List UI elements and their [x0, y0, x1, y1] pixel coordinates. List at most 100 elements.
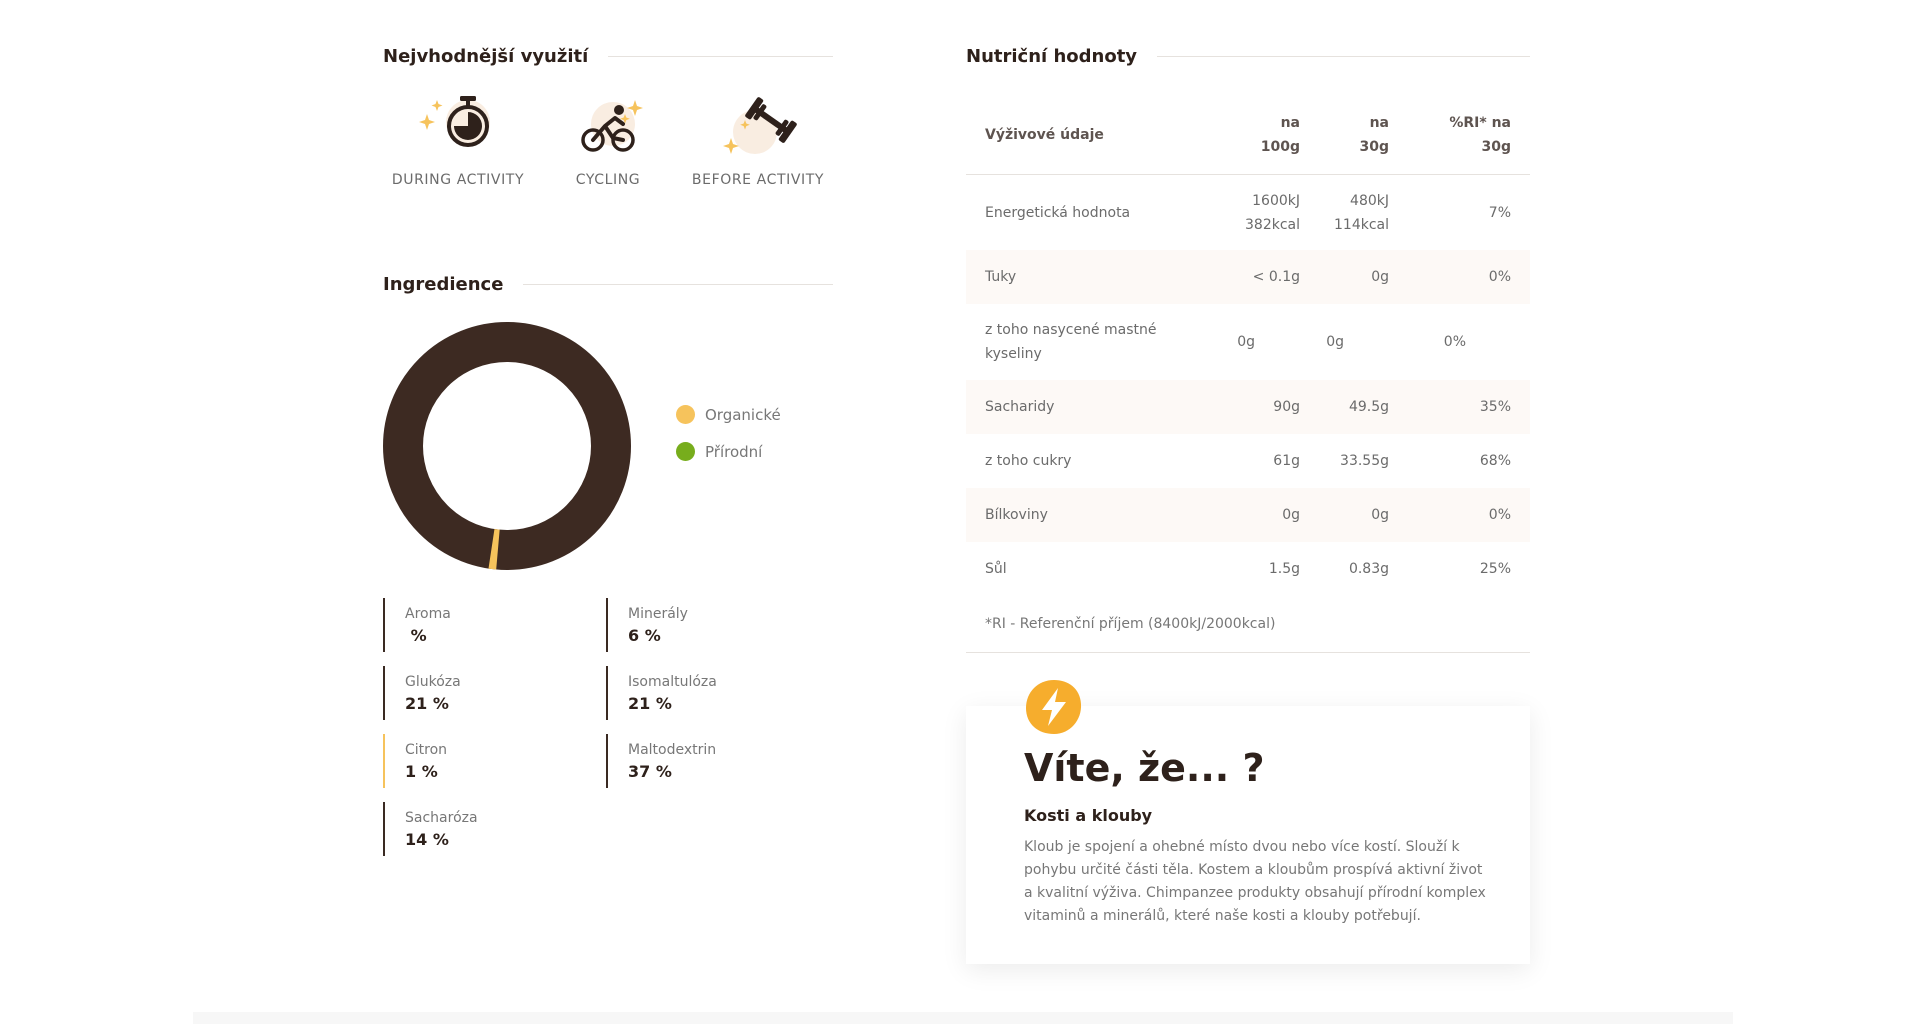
ingredient-item-isomaltuloza: Isomaltulóza 21 %	[606, 666, 829, 720]
ingredient-name: Aroma	[405, 605, 451, 622]
value-per-100g: 0g	[1237, 334, 1255, 350]
ingredient-name: Isomaltulóza	[628, 673, 717, 690]
usage-item-cycling: CYCLING	[533, 90, 683, 188]
value-ri: 25%	[1479, 561, 1511, 577]
usage-section-title: Nejvhodnější využití	[383, 46, 833, 67]
value-per-30g: 49.5g	[1348, 399, 1389, 415]
usage-item-during-activity: DURING ACTIVITY	[383, 90, 533, 188]
table-row: z toho nasycené mastné kyseliny 0g 0g 0%	[966, 304, 1530, 380]
nutrient-name: Bílkoviny	[985, 507, 1048, 523]
table-header-row: Výživové údaje na 100g na 30g %RI* na 30…	[966, 96, 1530, 175]
legend-label: Organické	[705, 405, 781, 424]
ingredient-percent: 6 %	[628, 625, 661, 645]
nutrient-name: z toho cukry	[985, 453, 1072, 469]
value-per-30g: 0.83g	[1348, 561, 1389, 577]
header-text: na	[1369, 115, 1389, 131]
donut-segment-accent	[383, 322, 631, 570]
value-per-100g: < 0.1g	[1252, 269, 1300, 285]
stopwatch-icon	[413, 90, 503, 166]
heading-rule	[608, 56, 833, 57]
value-text: 382kcal	[1245, 216, 1300, 233]
header-cell-per-30g: na 30g	[1300, 111, 1389, 159]
ingredient-name: Maltodextrin	[628, 741, 717, 758]
value-ri: 68%	[1479, 453, 1511, 469]
value-text: 114kcal	[1334, 216, 1389, 233]
nutrient-name: z toho nasycené mastné kyseliny	[985, 322, 1157, 362]
heading-rule	[1157, 56, 1530, 57]
ingredient-name: Glukóza	[405, 673, 461, 690]
ingredient-item-maltodextrin: Maltodextrin 37 %	[606, 734, 829, 788]
nutrient-name: Tuky	[985, 269, 1017, 285]
nutrient-name: Sůl	[985, 561, 1007, 577]
ingredient-name: Sacharóza	[405, 809, 478, 826]
ingredient-percent: 21 %	[405, 693, 449, 713]
usage-label: CYCLING	[575, 172, 641, 188]
fact-subtitle: Kosti a klouby	[1024, 806, 1153, 825]
value-ri: 0%	[1488, 507, 1511, 523]
ingredient-item-mineraly: Minerály 6 %	[606, 598, 829, 652]
ingredient-item-citron: Citron 1 %	[383, 734, 606, 788]
cyclist-icon	[563, 90, 653, 166]
nutrient-name: Energetická hodnota	[985, 204, 1131, 221]
fact-text: Kloub je spojení a ohebné místo dvou neb…	[1024, 839, 1486, 924]
fact-card: Víte, že... ? Kosti a klouby Kloub je sp…	[966, 680, 1530, 964]
legend-item-organic: Organické	[676, 405, 781, 424]
ingredient-percent: 1 %	[405, 761, 438, 781]
nutrition-section-title: Nutriční hodnoty	[966, 46, 1530, 67]
ingredients-heading: Ingredience	[383, 274, 504, 295]
value-ri: 35%	[1479, 399, 1511, 415]
value-ri: 0%	[1443, 334, 1466, 350]
value-per-30g: 33.55g	[1340, 453, 1389, 469]
ingredient-percent: %	[405, 625, 427, 645]
header-text: na	[1280, 115, 1300, 131]
ingredient-list: Aroma % Minerály 6 % Glukóza 21 % Isomal…	[383, 598, 833, 856]
table-row: Sacharidy 90g 49.5g 35%	[966, 380, 1530, 434]
value-per-100g: 1.5g	[1268, 561, 1300, 577]
header-text: 100g	[1260, 139, 1300, 155]
legend-item-natural: Přírodní	[676, 442, 781, 461]
header-text: 30g	[1481, 139, 1511, 155]
value-per-30g: 0g	[1371, 269, 1389, 285]
value-per-100g: 61g	[1273, 453, 1300, 469]
nutrition-heading: Nutriční hodnoty	[966, 46, 1138, 67]
ingredient-percent: 37 %	[628, 761, 672, 781]
value-per-30g: 0g	[1326, 334, 1344, 350]
value-per-30g: 480kJ 114kcal	[1300, 189, 1389, 237]
ingredient-item-sacharoza: Sacharóza 14 %	[383, 802, 606, 856]
table-row: Energetická hodnota 1600kJ 382kcal 480kJ…	[966, 175, 1530, 250]
nutrition-table: Výživové údaje na 100g na 30g %RI* na 30…	[966, 96, 1530, 653]
usage-label: BEFORE ACTIVITY	[691, 172, 825, 188]
footer-band	[193, 1012, 1733, 1024]
header-cell-label: Výživové údaje	[985, 127, 1104, 143]
legend-dot	[676, 405, 695, 424]
dumbbell-icon	[713, 90, 803, 166]
ingredient-item-aroma: Aroma %	[383, 598, 606, 652]
ingredient-percent: 14 %	[405, 829, 449, 849]
table-row: Sůl 1.5g 0.83g 25%	[966, 542, 1530, 596]
usage-label: DURING ACTIVITY	[391, 172, 525, 188]
value-text: 480kJ	[1350, 192, 1389, 209]
legend-label: Přírodní	[705, 442, 763, 461]
value-per-100g: 1600kJ 382kcal	[1220, 189, 1300, 237]
value-per-100g: 90g	[1273, 399, 1300, 415]
ingredients-section-title: Ingredience	[383, 274, 833, 295]
value-ri: 0%	[1488, 269, 1511, 285]
fact-title: Víte, že... ?	[1024, 746, 1265, 790]
usage-heading: Nejvhodnější využití	[383, 46, 589, 67]
value-per-30g: 0g	[1371, 507, 1389, 523]
value-ri: 7%	[1488, 204, 1511, 221]
lightning-icon	[1024, 678, 1084, 736]
ingredient-percent: 21 %	[628, 693, 672, 713]
ingredients-donut-chart	[383, 322, 631, 570]
ingredient-name: Minerály	[628, 605, 688, 622]
nutrient-name: Sacharidy	[985, 399, 1055, 415]
table-row: Bílkoviny 0g 0g 0%	[966, 488, 1530, 542]
heading-rule	[523, 284, 833, 285]
table-row: Tuky < 0.1g 0g 0%	[966, 250, 1530, 304]
header-text: %RI* na	[1449, 115, 1511, 131]
ingredient-item-glukoza: Glukóza 21 %	[383, 666, 606, 720]
ingredient-name: Citron	[405, 741, 448, 758]
usage-list: DURING ACTIVITY CYCLING	[383, 90, 833, 188]
usage-item-before-activity: BEFORE ACTIVITY	[683, 90, 833, 188]
table-row: z toho cukry 61g 33.55g 68%	[966, 434, 1530, 488]
